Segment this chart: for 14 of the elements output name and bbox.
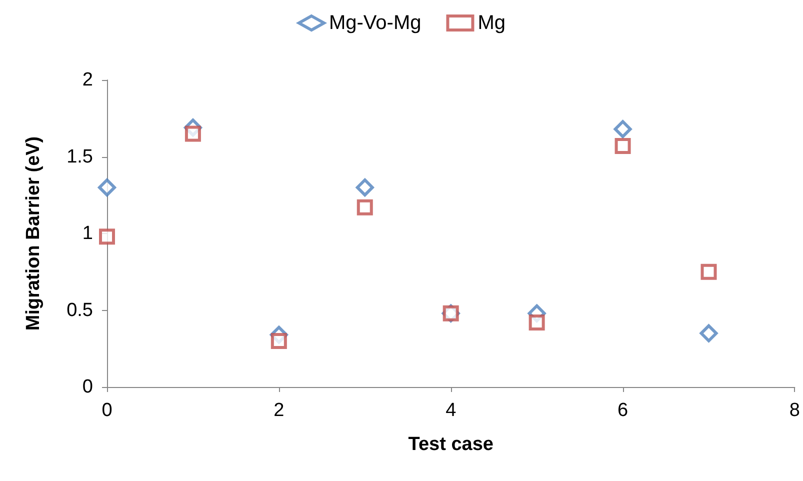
x-tick-label: 6	[618, 400, 628, 421]
y-axis-title: Migration Barrier (eV)	[23, 136, 44, 331]
y-tick-label: 0	[82, 376, 93, 398]
x-axis-title: Test case	[408, 434, 494, 455]
x-tick-label: 2	[274, 400, 284, 421]
legend-label: Mg	[478, 12, 506, 34]
x-tick-label: 0	[102, 400, 112, 421]
y-tick-label: 1.5	[66, 146, 93, 168]
x-tick-label: 8	[789, 400, 800, 421]
y-tick-label: 2	[82, 70, 93, 90]
x-tick-label: 4	[446, 400, 457, 421]
y-tick-label: 1	[82, 223, 93, 244]
legend-label: Mg-Vo-Mg	[328, 12, 422, 34]
y-tick-label: 0.5	[66, 300, 93, 321]
